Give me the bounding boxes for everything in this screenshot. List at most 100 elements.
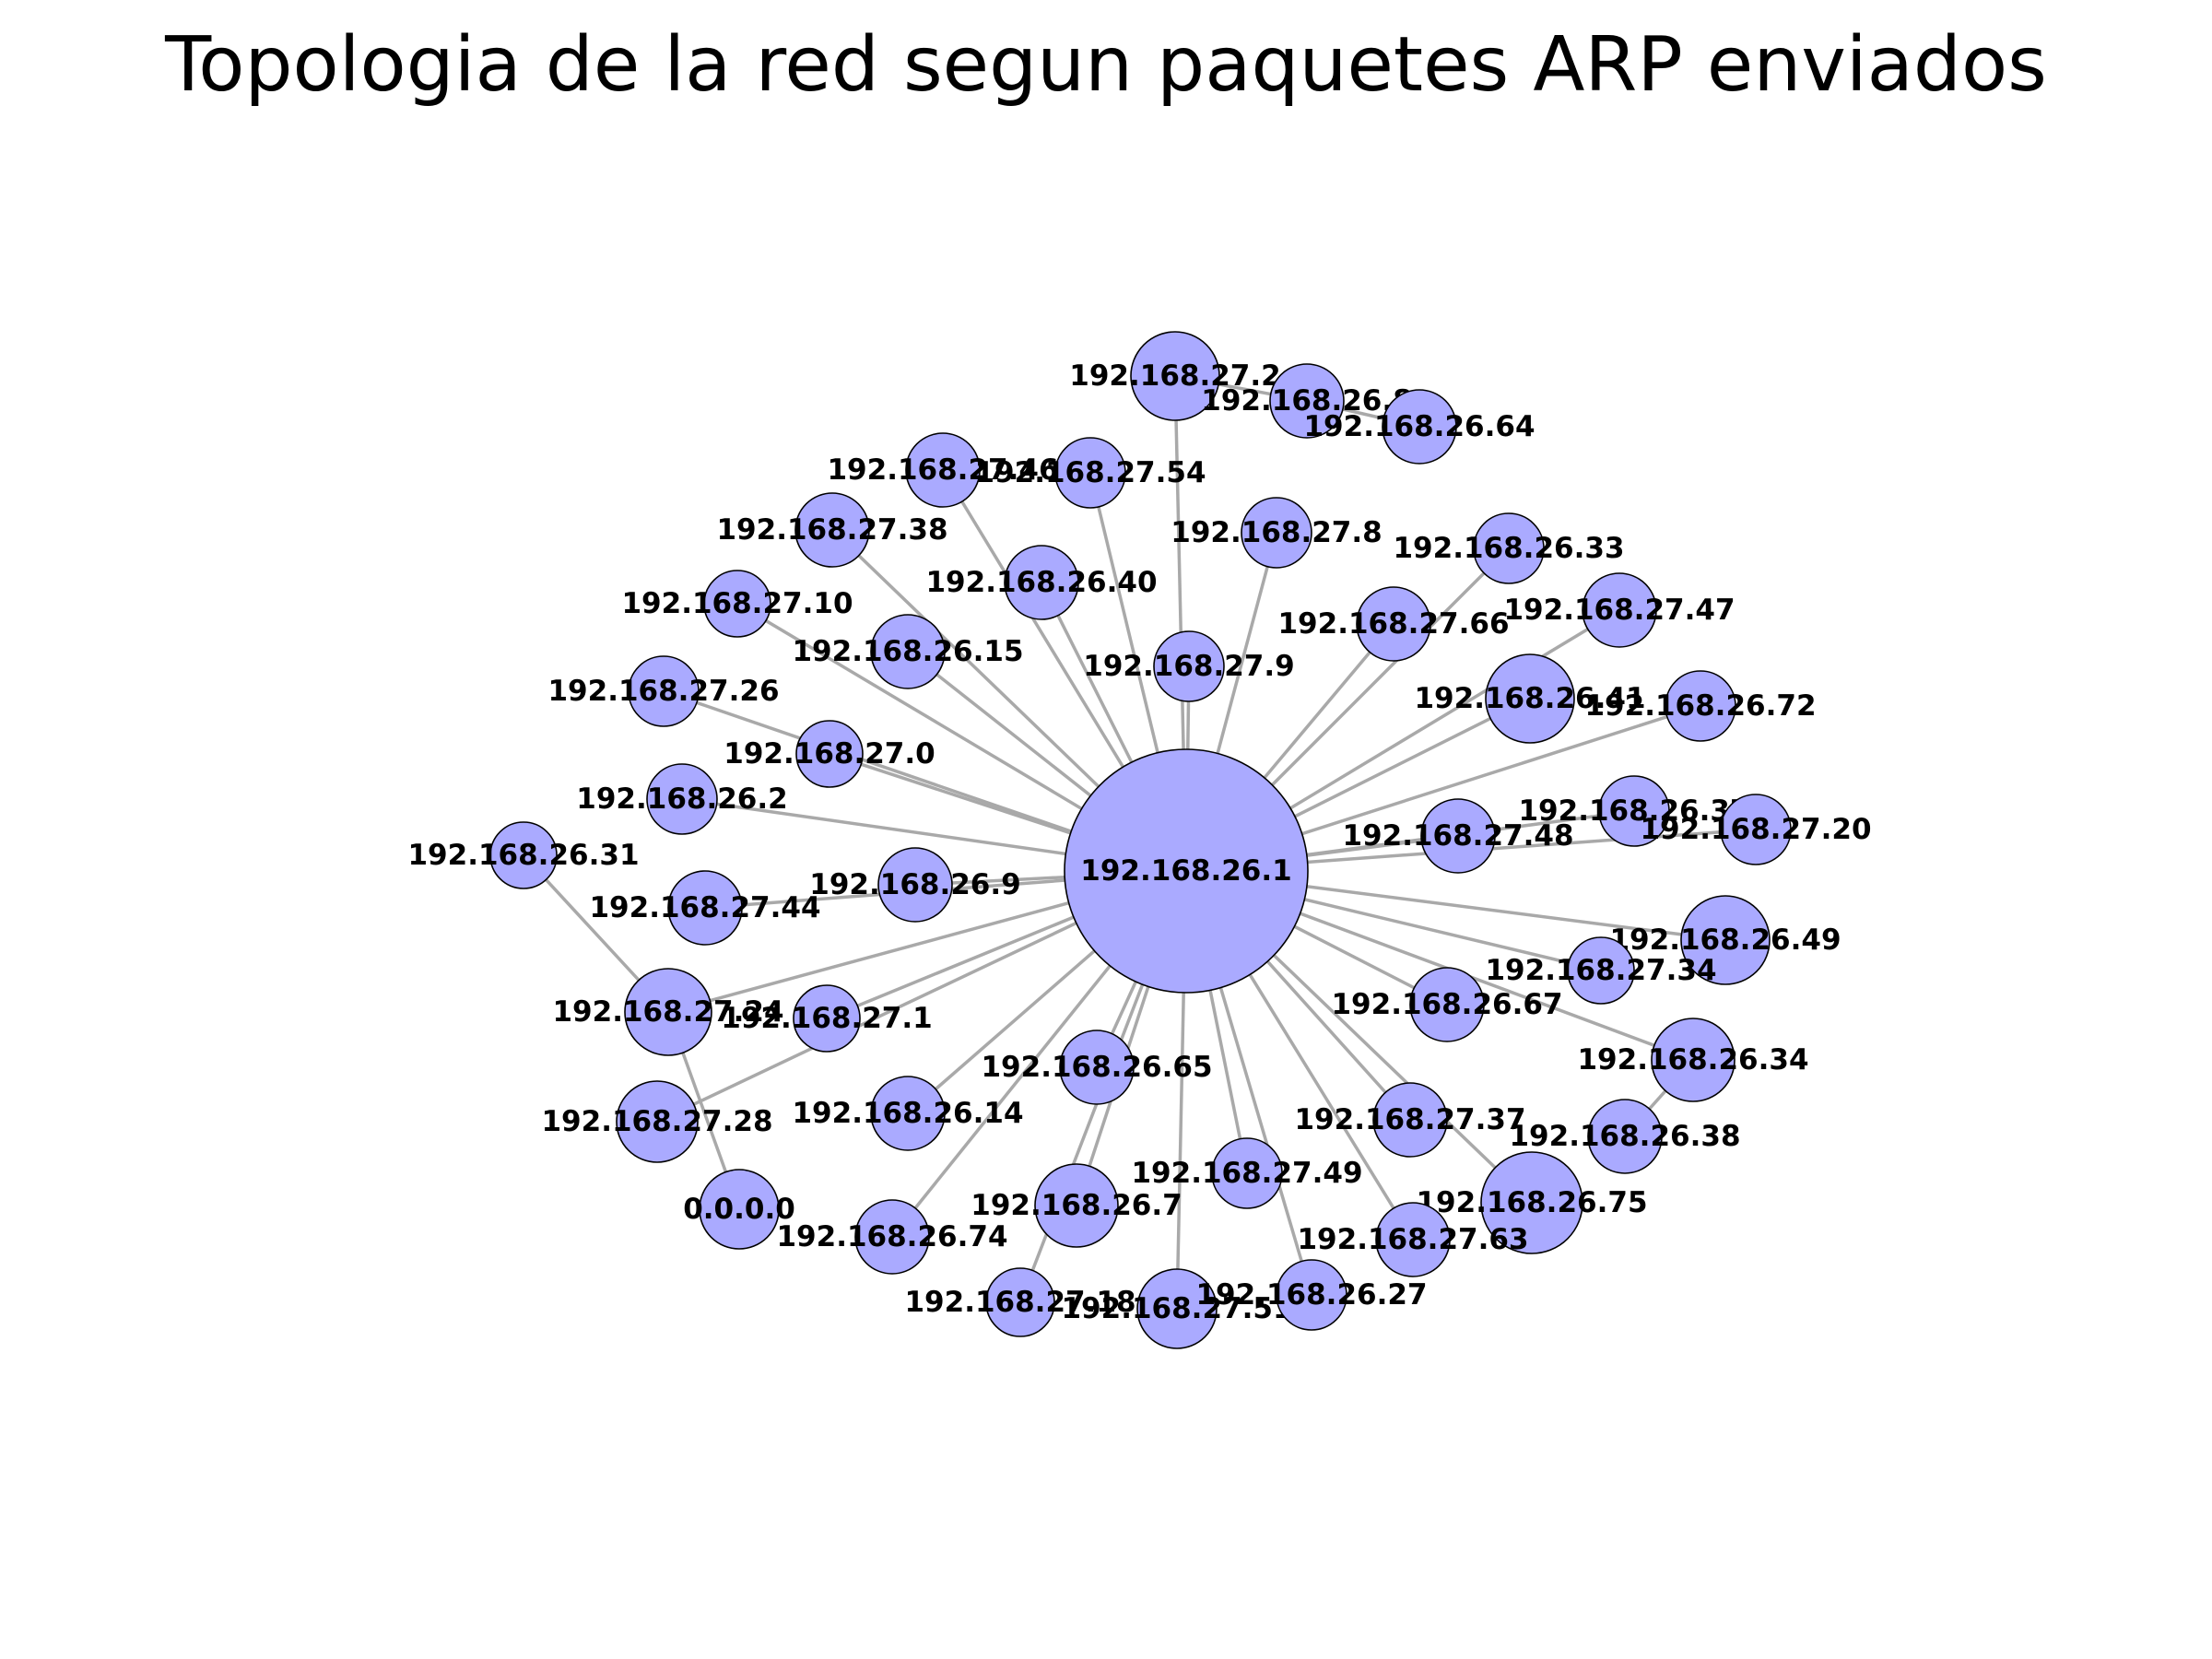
node-circle xyxy=(1211,1137,1283,1209)
node-label: 0.0.0.0 xyxy=(683,1193,795,1226)
node-label: 192.168.27.46 xyxy=(827,453,1058,487)
node-192-168-27-0: 192.168.27.0 xyxy=(724,720,935,788)
node-192-168-26-2: 192.168.26.2 xyxy=(576,763,788,835)
node-label: 192.168.26.67 xyxy=(1331,988,1562,1021)
node-192-168-26-37: 192.168.26.37 xyxy=(1518,775,1750,847)
node-192-168-26-41: 192.168.26.41 xyxy=(1414,653,1646,744)
node-192-168-26-67: 192.168.26.67 xyxy=(1331,967,1563,1042)
node-label: 192.168.26.38 xyxy=(1509,1120,1740,1153)
node-circle xyxy=(985,1267,1055,1337)
node-label: 192.168.26.1 xyxy=(1080,854,1291,888)
node-circle xyxy=(1680,895,1771,985)
node-192-168-26-15: 192.168.26.15 xyxy=(792,614,1024,689)
node-circle xyxy=(794,492,870,568)
node-192-168-26-75: 192.168.26.75 xyxy=(1416,1151,1648,1254)
node-label: 192.168.26.27 xyxy=(1195,1278,1427,1312)
node-192-168-26-34: 192.168.26.34 xyxy=(1577,1018,1809,1102)
node-label: 192.168.27.10 xyxy=(621,587,853,620)
node-192-168-27-51: 192.168.27.51 xyxy=(1061,1268,1293,1349)
node-label: 192.168.27.38 xyxy=(716,513,947,547)
node-circle xyxy=(1587,1099,1663,1174)
node-label: 192.168.26.31 xyxy=(407,839,639,872)
node-label: 192.168.26.9 xyxy=(809,868,1020,901)
node-label: 192.168.26.65 xyxy=(981,1051,1212,1084)
node-circle xyxy=(703,570,771,638)
node-label: 192.168.27.66 xyxy=(1277,607,1509,641)
node-circle xyxy=(1372,1082,1448,1158)
node-circle xyxy=(1665,670,1736,742)
node-label: 192.168.26.15 xyxy=(792,635,1023,668)
node-192-168-27-54: 192.168.27.54 xyxy=(974,437,1206,509)
node-label: 192.168.26.64 xyxy=(1303,410,1535,443)
node-circle xyxy=(1004,545,1079,620)
node-circle xyxy=(1720,794,1792,865)
node-192-168-26-38: 192.168.26.38 xyxy=(1509,1099,1741,1174)
node-circle xyxy=(489,821,558,889)
node-label: 192.168.27.26 xyxy=(547,675,779,708)
node-192-168-26-14: 192.168.26.14 xyxy=(792,1076,1024,1151)
node-label: 192.168.27.1 xyxy=(721,1002,932,1035)
node-label: 192.168.27.0 xyxy=(724,737,935,771)
node-192-168-26-74: 192.168.26.74 xyxy=(776,1199,1008,1275)
node-circle xyxy=(1153,630,1225,702)
node-192-168-27-46: 192.168.27.46 xyxy=(827,432,1059,508)
node-192-168-26-49: 192.168.26.49 xyxy=(1609,895,1841,985)
node-circle xyxy=(877,847,953,923)
node-circle xyxy=(1382,389,1457,465)
node-label: 192.168.26.33 xyxy=(1393,532,1624,565)
node-192-168-27-38: 192.168.27.38 xyxy=(716,492,948,568)
node-circle xyxy=(1269,363,1345,439)
node-circle xyxy=(1059,1030,1135,1105)
node-label: 192.168.27.8 xyxy=(1171,516,1382,549)
node-circle xyxy=(795,720,864,788)
node-label: 192.168.27.47 xyxy=(1503,594,1735,627)
node-192-168-27-26: 192.168.27.26 xyxy=(547,655,780,727)
node-circle xyxy=(1375,1202,1451,1277)
node-192-168-26-33: 192.168.26.33 xyxy=(1393,512,1625,584)
node-circle xyxy=(616,1080,699,1163)
node-label: 192.168.27.18 xyxy=(904,1286,1135,1319)
node-circle xyxy=(870,1076,946,1151)
node-circle xyxy=(699,1169,780,1250)
node-circle xyxy=(1420,798,1496,874)
node-192-168-27-28: 192.168.27.28 xyxy=(541,1080,773,1163)
node-192-168-27-44: 192.168.27.44 xyxy=(589,870,821,946)
node-label: 192.168.26.74 xyxy=(776,1220,1007,1253)
node-label: 192.168.26.40 xyxy=(925,566,1157,599)
node-circle xyxy=(905,432,981,508)
node-192-168-27-48: 192.168.27.48 xyxy=(1342,798,1574,874)
node-circle xyxy=(793,984,861,1053)
node-label: 192.168.26.2 xyxy=(576,782,787,816)
node-192-168-26-72: 192.168.26.72 xyxy=(1584,670,1817,742)
node-label: 192.168.27.54 xyxy=(974,456,1206,489)
node-label: 192.168.27.48 xyxy=(1342,819,1573,853)
node-label: 192.168.27.63 xyxy=(1297,1223,1528,1256)
node-192-168-27-49: 192.168.27.49 xyxy=(1131,1137,1363,1209)
node-label: 192.168.26.75 xyxy=(1416,1186,1647,1219)
node-label: 192.168.27.49 xyxy=(1131,1157,1362,1190)
node-192-168-27-24: 192.168.27.24 xyxy=(552,968,784,1056)
node-circle xyxy=(1598,775,1670,847)
node-label: 192.168.27.37 xyxy=(1294,1103,1525,1136)
node-192-168-27-66: 192.168.27.66 xyxy=(1277,586,1510,662)
node-circle xyxy=(1485,653,1575,744)
node-circle xyxy=(628,655,700,727)
node-circle xyxy=(1136,1268,1218,1349)
node-label: 192.168.26.8 xyxy=(1201,384,1412,418)
node-192-168-27-34: 192.168.27.34 xyxy=(1485,936,1717,1005)
node-label: 192.168.26.49 xyxy=(1609,924,1841,957)
node-label: 192.168.26.14 xyxy=(792,1097,1023,1130)
node-circle xyxy=(1054,437,1126,509)
node-label: 192.168.27.44 xyxy=(589,891,820,924)
node-label: 192.168.27.2 xyxy=(1069,359,1280,393)
node-192-168-27-1: 192.168.27.1 xyxy=(721,984,933,1053)
node-label: 192.168.27.24 xyxy=(552,995,783,1029)
node-circle xyxy=(1567,936,1635,1005)
node-label: 192.168.27.20 xyxy=(1640,813,1871,846)
node-circle xyxy=(1409,967,1485,1042)
node-circle xyxy=(1241,497,1312,569)
node-192-168-27-18: 192.168.27.18 xyxy=(904,1267,1136,1337)
node-layer: 192.168.26.1192.168.27.2192.168.26.8192.… xyxy=(407,331,1872,1349)
node-192-168-27-10: 192.168.27.10 xyxy=(621,570,853,638)
